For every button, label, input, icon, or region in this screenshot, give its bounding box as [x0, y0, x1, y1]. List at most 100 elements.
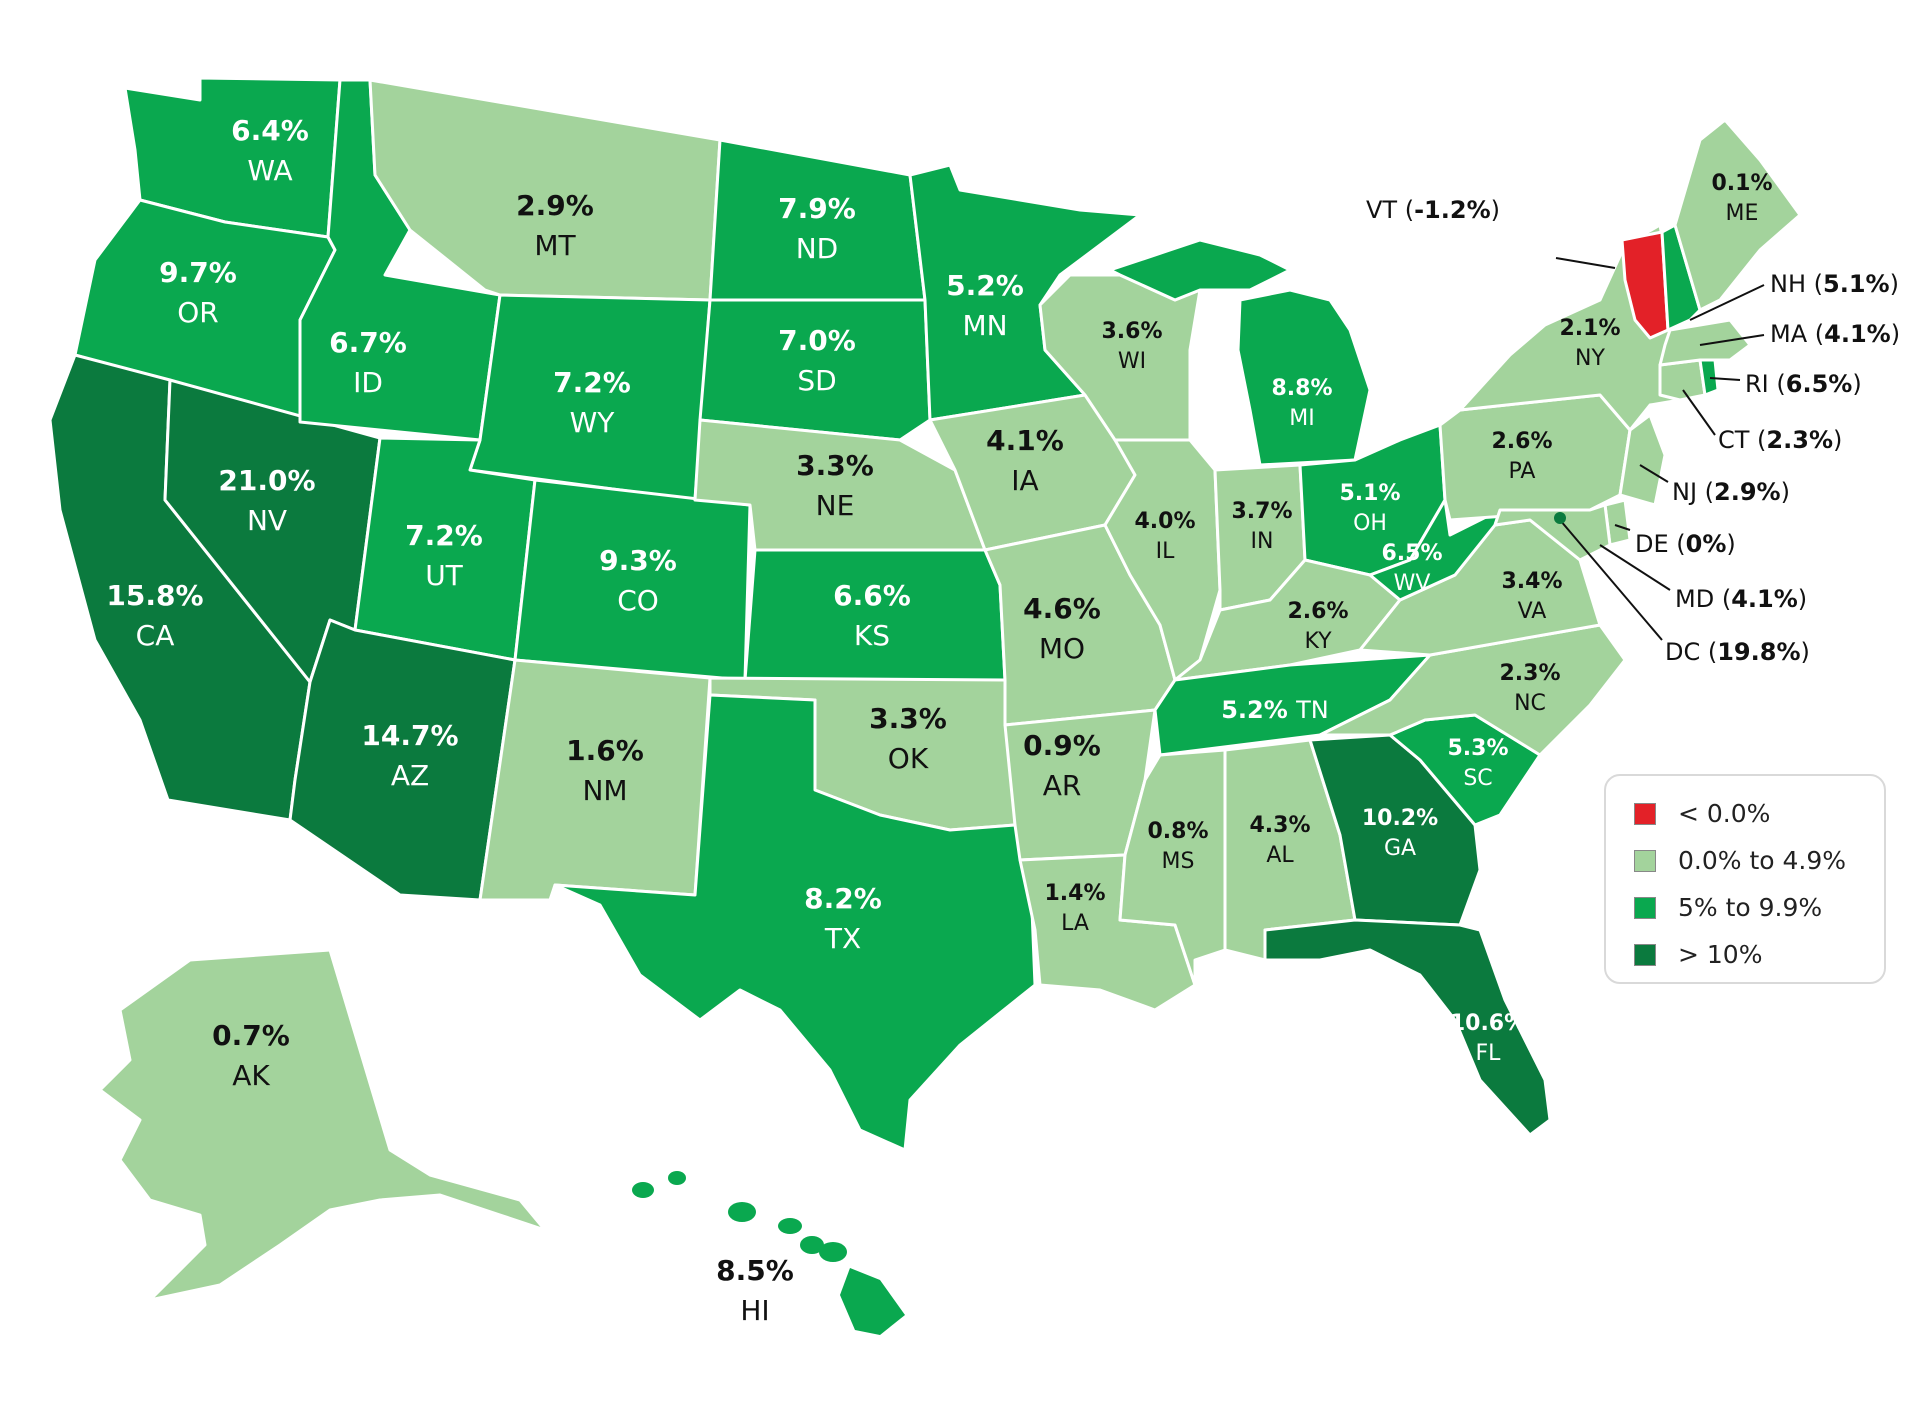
state-value-UT: 7.2%	[405, 519, 483, 552]
state-value-OH: 5.1%	[1339, 481, 1400, 506]
state-value-TX: 8.2%	[804, 882, 882, 915]
state-value-ME: 0.1%	[1711, 171, 1772, 196]
state-label-SC: 5.3% SC	[1447, 736, 1508, 791]
state-CO[interactable]	[513, 478, 752, 682]
state-FL[interactable]	[1263, 918, 1552, 1137]
state-value-WI: 3.6%	[1101, 319, 1162, 344]
state-SD[interactable]	[698, 298, 932, 442]
state-value-IL: 4.0%	[1134, 509, 1195, 534]
callout-value-MD: 4.1%	[1731, 585, 1798, 613]
state-label-NV: 21.0% NV	[218, 464, 315, 537]
callout-labels: VT (-1.2%) NH (5.1%) MA (4.1%) RI (6.5%) CT …	[1366, 196, 1900, 666]
state-label-ID: 6.7% ID	[329, 326, 407, 399]
state-abbr-OH: OH	[1353, 511, 1387, 536]
state-MI-upper[interactable]	[1108, 238, 1292, 302]
state-abbr-IL: IL	[1156, 539, 1175, 564]
state-abbr-IN: IN	[1251, 529, 1274, 554]
state-abbr-VA: VA	[1518, 599, 1547, 624]
state-abbr-TX: TX	[824, 922, 861, 955]
legend-label: > 10%	[1678, 940, 1763, 969]
state-abbr-NV: NV	[247, 504, 287, 537]
state-label-NC: 2.3% NC	[1499, 661, 1560, 716]
callout-value-RI: 6.5%	[1786, 370, 1853, 398]
state-value-OR: 9.7%	[159, 256, 237, 289]
state-value-AR: 0.9%	[1023, 729, 1101, 762]
state-value-MI: 8.8%	[1271, 376, 1332, 401]
state-value-OK: 3.3%	[869, 702, 947, 735]
state-abbr-HI: HI	[740, 1294, 769, 1327]
state-label-WY: 7.2% WY	[553, 366, 631, 439]
state-label-IN: 3.7% IN	[1231, 499, 1292, 554]
dc-marker	[1554, 512, 1566, 524]
legend-swatch	[1634, 943, 1656, 966]
state-label-TN: 5.2% TN	[1221, 696, 1329, 724]
state-NC[interactable]	[1318, 623, 1627, 757]
state-abbr-MS: MS	[1162, 849, 1195, 874]
state-AK[interactable]	[98, 948, 547, 1302]
state-abbr-WV: WV	[1394, 571, 1431, 596]
state-label-ND: 7.9% ND	[778, 192, 856, 265]
state-value-NE: 3.3%	[796, 449, 874, 482]
state-value-CA: 15.8%	[106, 579, 203, 612]
state-label-ME: 0.1% ME	[1711, 171, 1772, 226]
callout-value-MA: 4.1%	[1824, 320, 1891, 348]
legend-item: > 10%	[1634, 931, 1884, 978]
state-label-CA: 15.8% CA	[106, 579, 203, 652]
state-value-MO: 4.6%	[1023, 592, 1101, 625]
state-value-AK: 0.7%	[212, 1019, 290, 1052]
state-abbr-TN: TN	[1295, 696, 1329, 724]
state-label-HI: 8.5% HI	[716, 1254, 794, 1327]
state-MS[interactable]	[1118, 748, 1227, 987]
state-abbr-NE: NE	[816, 489, 855, 522]
state-label-KY: 2.6% KY	[1287, 599, 1348, 654]
state-abbr-KS: KS	[854, 619, 890, 652]
state-label-MO: 4.6% MO	[1023, 592, 1101, 665]
state-value-FL: 10.6%	[1450, 1011, 1526, 1036]
state-KS[interactable]	[743, 548, 1007, 682]
state-label-WA: 6.4% WA	[231, 114, 309, 187]
state-label-TX: 8.2% TX	[804, 882, 882, 955]
state-value-SC: 5.3%	[1447, 736, 1508, 761]
state-label-VA: 3.4% VA	[1501, 569, 1562, 624]
state-MI[interactable]	[1236, 288, 1372, 467]
state-abbr-NC: NC	[1514, 691, 1546, 716]
state-value-AL: 4.3%	[1249, 813, 1310, 838]
state-value-NC: 2.3%	[1499, 661, 1560, 686]
state-abbr-MO: MO	[1039, 632, 1085, 665]
callout-DE: DE (0%)	[1635, 530, 1736, 558]
state-label-NY: 2.1% NY	[1559, 316, 1620, 371]
state-value-WY: 7.2%	[553, 366, 631, 399]
callout-value-CT: 2.3%	[1766, 426, 1833, 454]
legend-label: < 0.0%	[1678, 799, 1771, 828]
state-abbr-SD: SD	[797, 364, 836, 397]
legend-item: 5% to 9.9%	[1634, 884, 1884, 931]
callout-MA: MA (4.1%)	[1770, 320, 1900, 348]
state-label-KS: 6.6% KS	[833, 579, 911, 652]
state-NJ[interactable]	[1618, 413, 1667, 507]
state-abbr-WA: WA	[247, 154, 292, 187]
state-NH[interactable]	[1660, 223, 1702, 332]
state-ME[interactable]	[1673, 118, 1802, 312]
state-HI[interactable]	[632, 1171, 905, 1335]
state-MA[interactable]	[1658, 318, 1752, 367]
legend-label: 0.0% to 4.9%	[1678, 846, 1847, 875]
state-label-OK: 3.3% OK	[869, 702, 947, 775]
state-label-LA: 1.4% LA	[1044, 881, 1105, 936]
state-TX[interactable]	[553, 693, 1037, 1152]
state-label-OH: 5.1% OH	[1339, 481, 1400, 536]
callout-RI: RI (6.5%)	[1745, 370, 1862, 398]
state-value-IA: 4.1%	[986, 424, 1064, 457]
state-value-NV: 21.0%	[218, 464, 315, 497]
state-label-OR: 9.7% OR	[159, 256, 237, 329]
state-label-AK: 0.7% AK	[212, 1019, 290, 1092]
state-abbr-FL: FL	[1476, 1041, 1502, 1066]
state-PA[interactable]	[1438, 393, 1632, 522]
state-abbr-LA: LA	[1061, 911, 1089, 936]
state-CT[interactable]	[1658, 358, 1707, 402]
state-MN[interactable]	[908, 163, 1142, 422]
state-WI[interactable]	[1038, 273, 1202, 442]
state-abbr-UT: UT	[425, 559, 463, 592]
state-abbr-AK: AK	[232, 1059, 270, 1092]
state-label-WI: 3.6% WI	[1101, 319, 1162, 374]
state-label-AR: 0.9% AR	[1023, 729, 1101, 802]
